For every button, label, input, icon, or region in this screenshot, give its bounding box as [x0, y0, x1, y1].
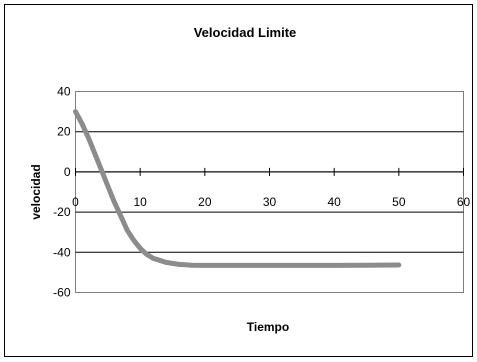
y-tick-label: 20 [57, 125, 71, 139]
x-tick-label: 0 [72, 195, 79, 209]
y-tick-label: -60 [53, 286, 71, 300]
chart-title: Velocidad Limite [194, 25, 297, 40]
y-axis-title: velocidad [29, 164, 43, 219]
x-axis-ticks: 0 10 20 30 40 50 60 [72, 195, 470, 209]
x-tick-label: 60 [457, 195, 471, 209]
x-tick-label: 30 [263, 195, 277, 209]
y-tick-label: 40 [57, 85, 71, 99]
x-tick-label: 20 [198, 195, 212, 209]
series-line [73, 109, 402, 268]
x-tick-label: 50 [392, 195, 406, 209]
y-axis-ticks: 40 20 0 -20 -40 -60 [53, 85, 71, 300]
x-axis [75, 167, 464, 176]
y-tick-label: -40 [53, 245, 71, 259]
x-tick-label: 40 [327, 195, 341, 209]
y-tick-label: 0 [64, 165, 71, 179]
x-tick-label: 10 [133, 195, 147, 209]
x-axis-title: Tiempo [247, 320, 289, 334]
plot-area [75, 91, 464, 293]
y-tick-label: -20 [53, 205, 71, 219]
